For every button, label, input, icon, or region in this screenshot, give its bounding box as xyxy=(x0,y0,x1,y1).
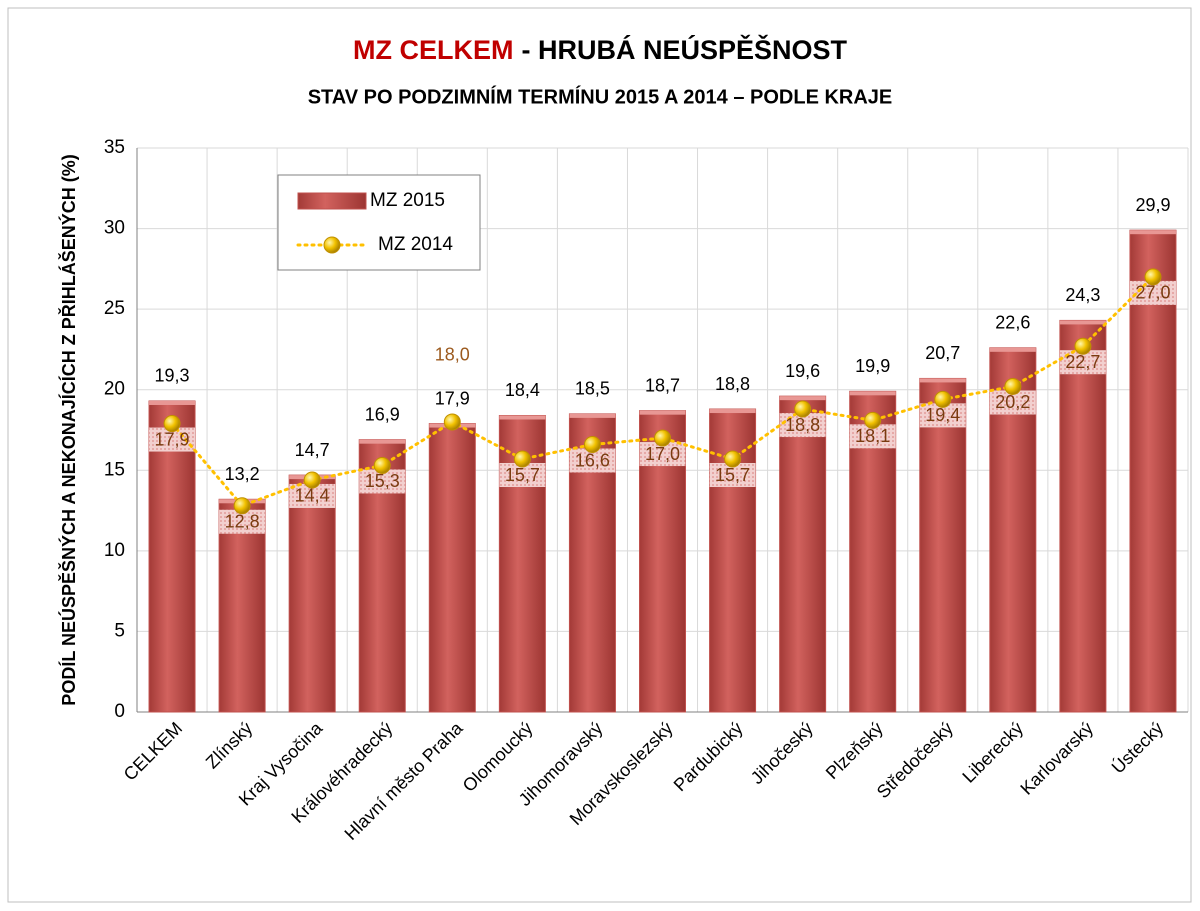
bar xyxy=(148,400,196,713)
bar-value-label: 17,9 xyxy=(435,388,470,408)
bar-value-label: 14,7 xyxy=(295,440,330,460)
line-value-label: 18,1 xyxy=(855,426,890,446)
marker xyxy=(794,400,812,418)
line-value-label: 19,4 xyxy=(925,405,960,425)
line-value-label: 15,7 xyxy=(505,465,540,485)
marker xyxy=(1144,268,1162,286)
chart-title: MZ CELKEM - HRUBÁ NEÚSPĚŠNOST xyxy=(353,34,848,65)
line-value-label: 17,9 xyxy=(155,429,190,449)
bar-value-label: 18,5 xyxy=(575,379,610,399)
line xyxy=(170,275,1155,508)
bar-value-label: 18,7 xyxy=(645,375,680,395)
bar-top xyxy=(989,347,1036,352)
line-value-label: 22,7 xyxy=(1065,352,1100,372)
y-tick-label: 20 xyxy=(104,379,125,400)
bar-top xyxy=(1059,320,1106,325)
bar xyxy=(288,474,336,713)
line-value-label: 17,0 xyxy=(645,444,680,464)
y-tick-label: 5 xyxy=(114,620,125,641)
y-tick-label: 0 xyxy=(114,701,125,722)
bar-top xyxy=(639,410,686,415)
marker xyxy=(583,436,601,454)
marker xyxy=(303,471,321,489)
marker xyxy=(1074,337,1092,355)
line-value-label: 15,7 xyxy=(715,465,750,485)
y-tick-label: 30 xyxy=(104,218,125,239)
bar xyxy=(1129,229,1177,713)
bar-value-label: 29,9 xyxy=(1135,195,1170,215)
title-rest: - HRUBÁ NEÚSPĚŠNOST xyxy=(521,34,847,65)
marker xyxy=(934,390,952,408)
bar xyxy=(779,395,827,713)
bar xyxy=(1059,319,1107,713)
bar-value-label: 18,4 xyxy=(505,380,540,400)
marker xyxy=(443,413,461,431)
y-axis-label: PODÍL NEÚSPĚŠNÝCH A NEKONAJÍCÍCH Z PŘIHL… xyxy=(58,154,79,705)
marker xyxy=(724,450,742,468)
legend-box xyxy=(277,174,481,271)
line-value-label: 12,8 xyxy=(225,511,260,531)
bar xyxy=(919,377,967,713)
marker xyxy=(513,450,531,468)
bar xyxy=(218,498,266,713)
legend-label: MZ 2015 xyxy=(370,190,445,211)
bar-top xyxy=(709,409,756,414)
bar-top xyxy=(569,413,616,418)
line-value-label: 20,2 xyxy=(995,392,1030,412)
line-value-label: 14,4 xyxy=(295,486,330,506)
bar-top xyxy=(919,378,966,383)
bar-value-label: 22,6 xyxy=(995,313,1030,333)
title-highlight: MZ CELKEM xyxy=(353,35,513,65)
bar-top xyxy=(499,415,546,420)
marker xyxy=(233,497,251,515)
line-value-label: 27,0 xyxy=(1135,283,1170,303)
bar-top xyxy=(779,396,826,401)
marker xyxy=(654,429,671,447)
y-tick-label: 10 xyxy=(104,540,125,561)
marker xyxy=(373,456,391,474)
y-tick-label: 25 xyxy=(104,298,125,319)
bar-top xyxy=(149,400,196,405)
bar-value-label: 24,3 xyxy=(1065,285,1100,305)
bar-top xyxy=(1129,230,1176,235)
bar-value-label: 20,7 xyxy=(925,343,960,363)
y-tick-label: 15 xyxy=(104,459,125,480)
bar-value-label: 19,6 xyxy=(785,361,820,381)
bar-top xyxy=(359,439,406,444)
bar-value-label: 18,8 xyxy=(715,374,750,394)
marker xyxy=(864,411,882,429)
bar-top xyxy=(849,391,896,396)
legend-swatch-bar xyxy=(297,192,367,210)
line-value-label: 15,3 xyxy=(365,471,400,491)
bar-value-label: 19,3 xyxy=(155,366,190,386)
marker xyxy=(1004,377,1022,395)
marker xyxy=(163,415,181,433)
line-value-label: 18,8 xyxy=(785,415,820,435)
bar-value-label: 16,9 xyxy=(365,404,400,424)
bar xyxy=(428,423,476,713)
bar-value-label: 19,9 xyxy=(855,356,890,376)
line-value-label: 16,6 xyxy=(575,450,610,470)
y-tick-label: 35 xyxy=(104,137,125,158)
line-value-label: 18,0 xyxy=(435,345,470,365)
legend-swatch-marker xyxy=(323,236,341,254)
legend-label: MZ 2014 xyxy=(378,234,453,255)
subtitle: STAV PO PODZIMNÍM TERMÍNU 2015 A 2014 – … xyxy=(308,85,893,108)
bar-value-label: 13,2 xyxy=(225,464,260,484)
